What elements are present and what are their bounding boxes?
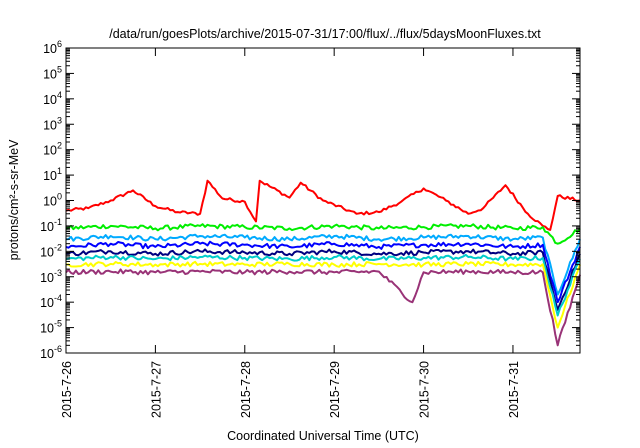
y-tick-label: 10-5 (40, 319, 62, 336)
y-tick-label: 10-4 (40, 293, 62, 310)
x-tick-label: 2015-7-31 (507, 361, 521, 418)
x-axis-label: Coordinated Universal Time (UTC) (227, 429, 419, 443)
y-tick-label: 104 (43, 90, 62, 107)
series-line-7 (65, 268, 581, 347)
y-tick-label: 102 (43, 141, 62, 158)
x-tick-label: 2015-7-27 (149, 361, 163, 418)
x-tick-label: 2015-7-28 (239, 361, 253, 418)
series-line-5 (65, 253, 581, 317)
y-tick-label: 100 (43, 192, 62, 209)
y-tick-label: 103 (43, 115, 62, 132)
y-tick-label: 10-2 (40, 242, 62, 259)
y-tick-label: 101 (43, 166, 62, 183)
x-tick-label: 2015-7-30 (418, 361, 432, 418)
y-tick-label: 10-6 (40, 344, 62, 361)
y-tick-label: 106 (43, 39, 62, 56)
series-line-6 (65, 260, 581, 329)
y-tick-label: 10-3 (40, 268, 62, 285)
y-tick-label: 105 (43, 64, 62, 81)
y-tick-label: 10-1 (40, 217, 62, 234)
series-line-4 (65, 248, 581, 311)
series-group (65, 179, 581, 347)
x-tick-label: 2015-7-29 (328, 361, 342, 418)
series-line-3 (65, 240, 581, 304)
series-line-0 (65, 179, 581, 231)
x-axis-ticks: 2015-7-26 2015-7-27 2015-7-28 2015-7-29 2015… (60, 48, 521, 418)
x-tick-label: 2015-7-26 (60, 361, 74, 418)
y-axis-label: protons/cm²-s-sr-MeV (7, 139, 21, 261)
series-line-1 (65, 223, 581, 245)
y-axis-ticks: 10-6 10-5 10-4 10-3 10-2 10-1 100 101 102 103 104 1… (40, 39, 580, 361)
chart-title: /data/run/goesPlots/archive/2015-07-31/1… (109, 27, 541, 41)
series-line-2 (65, 233, 581, 296)
